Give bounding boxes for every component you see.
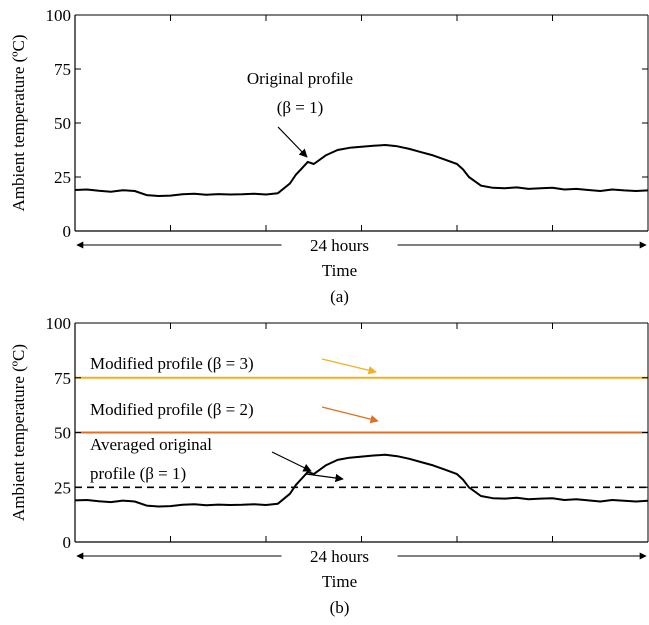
- panel-label: (a): [330, 287, 349, 306]
- annotation-arrow: [321, 406, 379, 424]
- x-axis-label: Time: [322, 261, 357, 280]
- y-tick-label: 25: [54, 478, 71, 497]
- y-tick-label: 100: [46, 6, 72, 25]
- panel-label: (b): [330, 598, 350, 617]
- y-tick-label: 25: [54, 168, 71, 187]
- y-axis-label: Ambient temperature (ºC): [9, 34, 28, 211]
- panel-a: 0 25 50 75 100 Ambient temperature (ºC) 24 hou…: [9, 6, 649, 306]
- annotation-text: Modified profile (β = 3): [90, 354, 254, 373]
- series-line-0: [74, 453, 649, 508]
- series-line-0: [74, 144, 649, 197]
- annotation-arrow: [305, 473, 344, 483]
- y-tick-label: 50: [54, 424, 71, 443]
- y-tick-label: 50: [54, 114, 71, 133]
- y-tick-label: 0: [63, 222, 72, 241]
- annotation-text: (β = 1): [277, 98, 324, 117]
- annotation-text: Original profile: [247, 69, 353, 88]
- span-label: 24 hours: [310, 236, 369, 255]
- y-tick-label: 75: [54, 369, 71, 388]
- y-tick-label: 75: [54, 60, 71, 79]
- annotation-text: Averaged original: [90, 435, 212, 454]
- x-axis-label: Time: [322, 572, 357, 591]
- span-label: 24 hours: [310, 547, 369, 566]
- y-axis-label: Ambient temperature (ºC): [9, 344, 28, 521]
- annotation-arrow: [321, 358, 377, 375]
- y-tick-label: 0: [63, 533, 72, 552]
- y-tick-label: 100: [46, 314, 72, 333]
- annotation-arrow: [271, 451, 312, 472]
- annotation-arrow: [277, 126, 308, 158]
- annotation-text: Modified profile (β = 2): [90, 400, 254, 419]
- panel-b: 0 25 50 75 100 Ambient temperature (ºC) 24 hou…: [9, 314, 649, 617]
- annotation-text: profile (β = 1): [90, 464, 186, 483]
